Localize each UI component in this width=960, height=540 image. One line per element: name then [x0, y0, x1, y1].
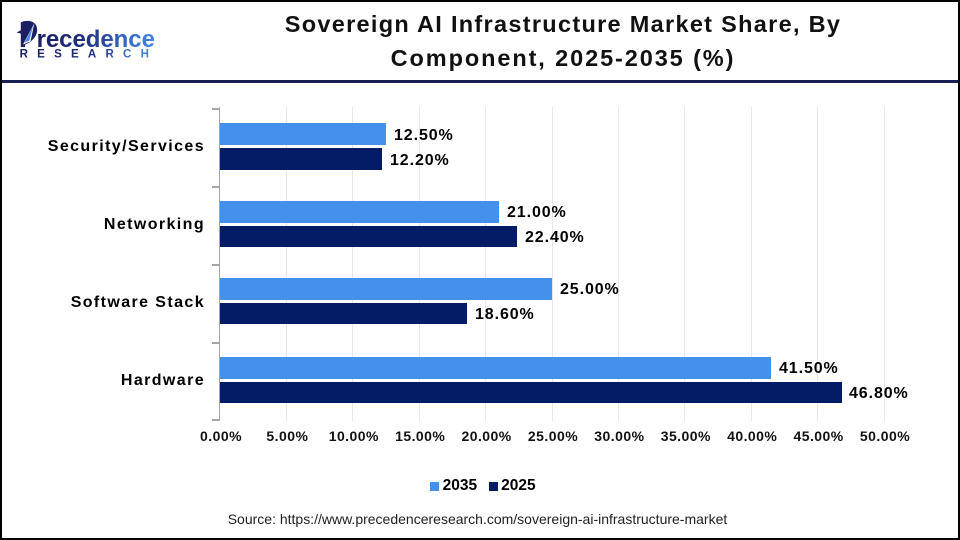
- svg-text:RESEARCH: RESEARCH: [20, 49, 159, 61]
- svg-text:recedence: recedence: [37, 26, 155, 53]
